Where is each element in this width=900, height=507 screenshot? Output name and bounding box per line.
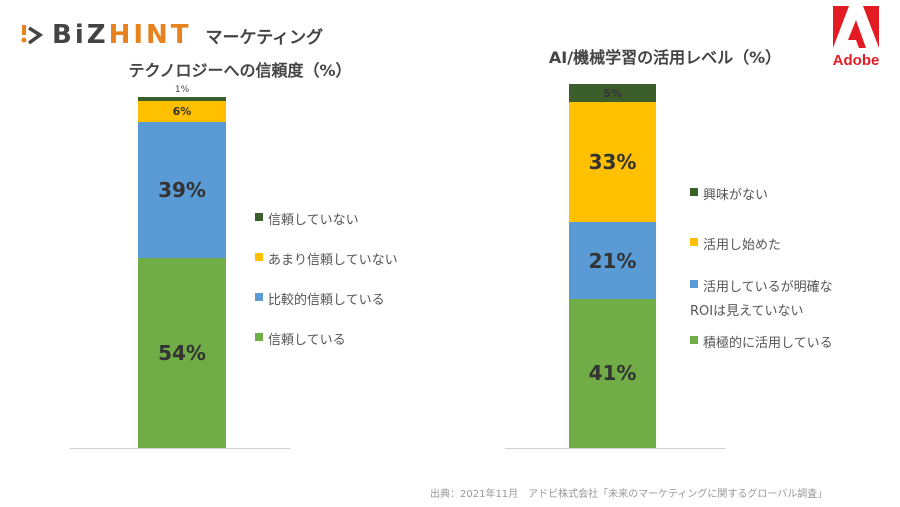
- bar-segment: [138, 97, 226, 101]
- legend-item: 積極的に活用している: [690, 332, 833, 351]
- legend-label: 活用し始めた: [703, 238, 782, 253]
- legend-label: 積極的に活用している: [703, 336, 833, 351]
- legend-label: あまり信頼していない: [268, 253, 398, 268]
- legend-label: 信頼している: [268, 333, 346, 348]
- bar-segment: 33%: [569, 102, 656, 223]
- logo-section: マーケティング: [205, 27, 324, 48]
- legend-item: 信頼していない: [255, 209, 359, 228]
- legend-item: 活用し始めた: [690, 234, 781, 253]
- bar-segment: 41%: [569, 298, 656, 448]
- x-axis-line: [505, 448, 725, 449]
- legend-label: 活用しているが明確な ROIは見えていない: [690, 276, 833, 324]
- bizhint-logo: BiZHINT マーケティング: [20, 20, 323, 50]
- legend-item: 活用しているが明確な ROIは見えていない: [690, 276, 833, 324]
- legend-label-line: ROIは見えていない: [690, 304, 804, 319]
- data-label: 6%: [172, 104, 192, 118]
- adobe-logo: Adobe: [826, 6, 886, 69]
- chart-title: AI/機械学習の活用レベル（%）: [548, 48, 782, 67]
- legend-swatch: [255, 253, 263, 261]
- legend-swatch: [690, 238, 698, 246]
- source-note: 出典：2021年11月 アドビ株式会社「未来のマーケティングに関するグローバル調…: [430, 489, 828, 500]
- data-label: 21%: [588, 248, 637, 273]
- legend-swatch: [690, 280, 698, 288]
- bar-segment: 6%: [138, 100, 226, 122]
- data-label: 41%: [588, 361, 637, 386]
- data-label: 54%: [158, 341, 206, 366]
- legend-label: 興味がない: [703, 188, 769, 203]
- legend-swatch: [690, 336, 698, 344]
- legend-swatch: [255, 333, 263, 341]
- legend-swatch: [255, 213, 263, 221]
- bar-segment: 39%: [138, 121, 226, 259]
- adobe-a-icon: [833, 6, 879, 48]
- logo-text: BiZHINT: [52, 20, 192, 50]
- bar-segment: 5%: [569, 84, 656, 103]
- legend-item: 興味がない: [690, 184, 768, 203]
- legend-swatch: [255, 293, 263, 301]
- logo-mark-icon: [21, 25, 44, 45]
- data-label: 5%: [603, 86, 622, 100]
- legend-item: 信頼している: [255, 329, 346, 348]
- data-label: 33%: [588, 150, 637, 175]
- data-label: 1%: [174, 85, 190, 95]
- legend-item: あまり信頼していない: [255, 249, 398, 268]
- x-axis-line: [70, 448, 290, 449]
- legend-swatch: [690, 188, 698, 196]
- chart-title: テクノロジーへの信頼度（%）: [128, 61, 352, 80]
- legend-label: 信頼していない: [268, 213, 359, 228]
- legend-label-line: 活用しているが明確な: [703, 280, 833, 295]
- legend-item: 比較的信頼している: [255, 289, 385, 308]
- bar-segment: 54%: [138, 258, 226, 448]
- bar-segment: 21%: [569, 222, 656, 299]
- legend-label: 比較的信頼している: [268, 293, 385, 308]
- data-label: 39%: [158, 178, 206, 202]
